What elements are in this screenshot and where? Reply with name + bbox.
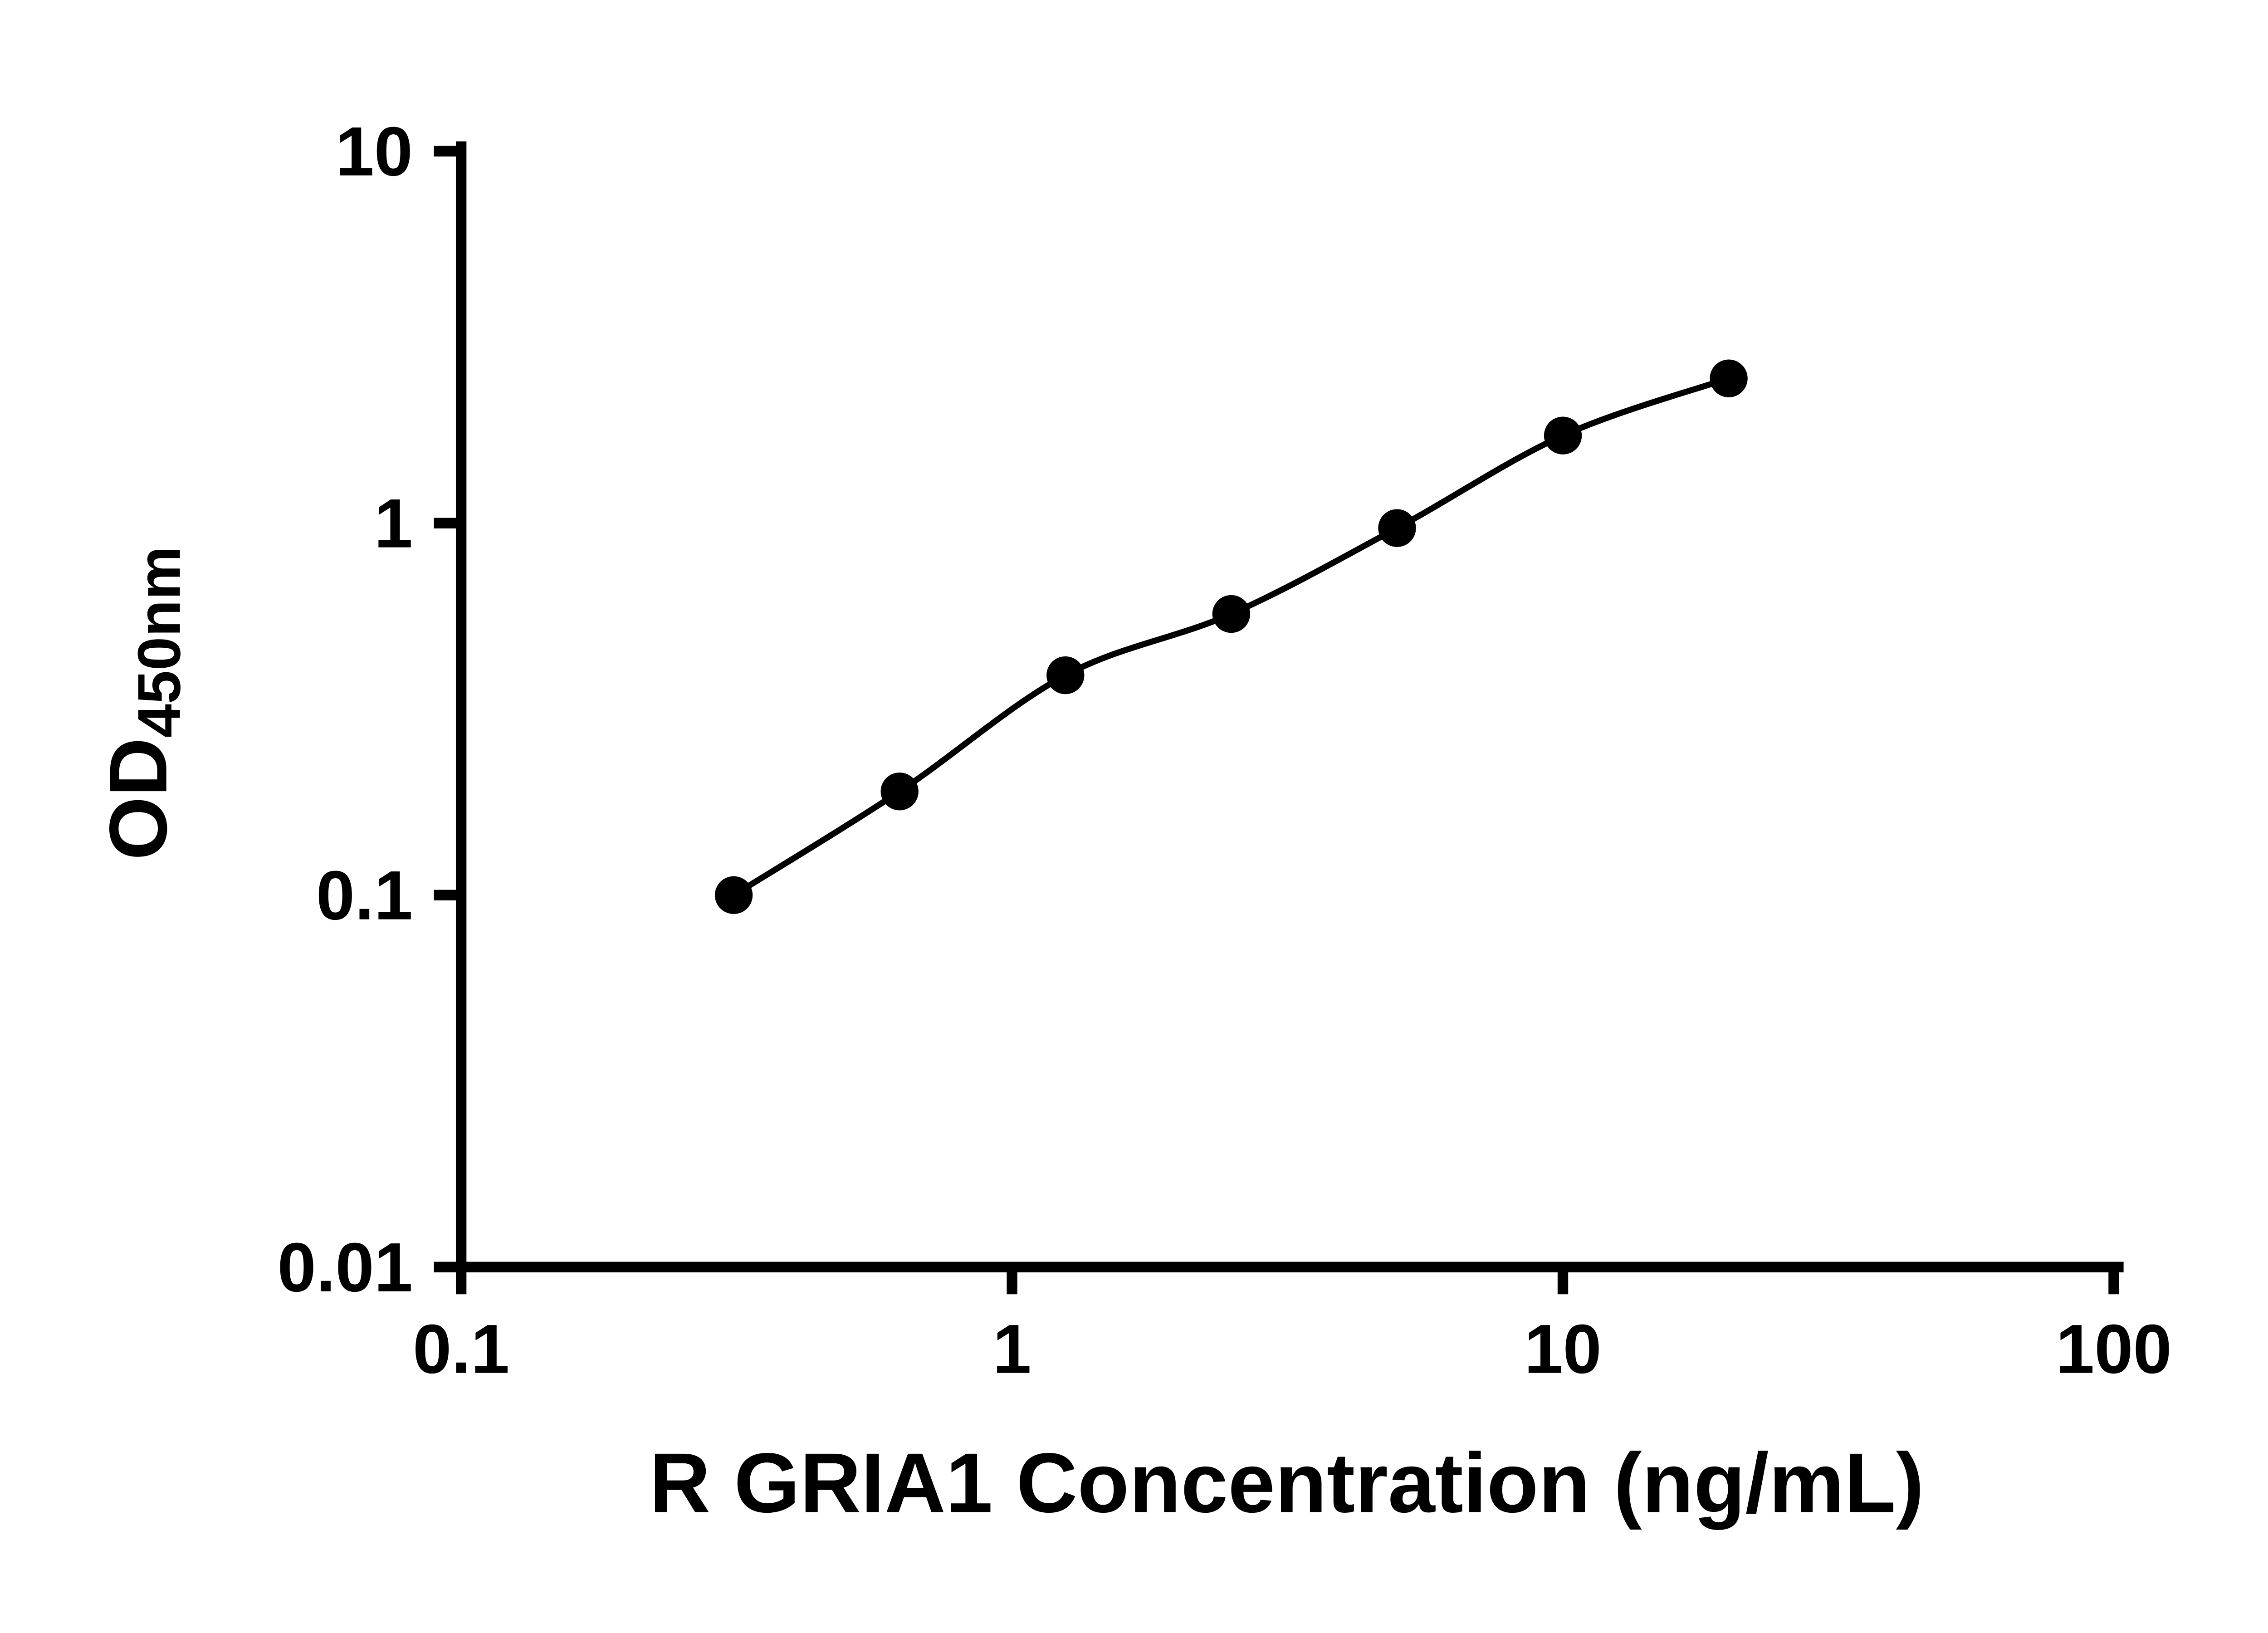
y-axis-title-subscript: 450nm <box>127 546 194 738</box>
standard-curve-line <box>732 375 1730 898</box>
data-point-marker <box>1710 359 1748 397</box>
x-tick-label: 10 <box>1524 1310 1602 1388</box>
data-point-marker <box>1378 509 1416 547</box>
y-tick-label: 10 <box>335 113 413 191</box>
data-point-marker <box>1544 416 1582 455</box>
y-tick-label: 0.1 <box>316 857 413 934</box>
data-point-marker <box>1212 595 1251 633</box>
y-axis-title-main: OD <box>93 738 185 861</box>
x-tick-label: 1 <box>992 1310 1031 1388</box>
data-point-marker <box>880 772 919 811</box>
data-point-marker <box>1046 656 1085 694</box>
data-point-marker <box>714 876 753 914</box>
x-axis-title: R GRIA1 Concentration (ng/mL) <box>649 1435 1924 1530</box>
y-axis-title: OD450nm <box>92 546 194 861</box>
y-tick-label: 1 <box>374 485 413 562</box>
x-tick-label: 100 <box>2056 1310 2172 1388</box>
axis-spines <box>455 141 2124 1272</box>
x-tick-label: 0.1 <box>413 1310 509 1388</box>
y-tick-label: 0.01 <box>278 1229 413 1306</box>
